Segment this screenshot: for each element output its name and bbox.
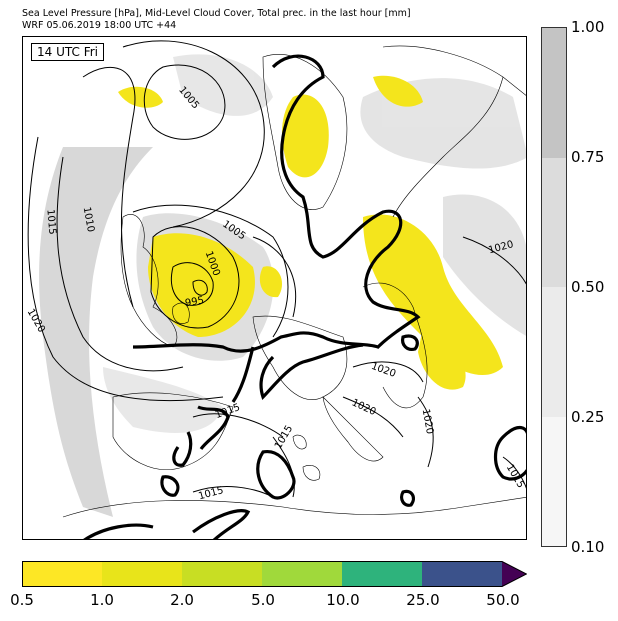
colorbar-tick-label: 0.10 <box>571 538 605 556</box>
colorbar-segment <box>542 416 566 546</box>
colorbar-tick-label: 0.25 <box>571 408 605 426</box>
valid-time-label: 14 UTC Fri <box>31 43 104 61</box>
coastlines <box>62 45 526 518</box>
precipitation-layer <box>118 75 503 390</box>
colorbar-tick-label: 1.0 <box>90 591 114 609</box>
isobar-label: 1020 <box>350 397 378 418</box>
cloud-cover-colorbar <box>541 27 567 547</box>
weather-map[interactable]: 14 UTC Fri <box>22 36 527 540</box>
colorbar-segment <box>422 561 502 587</box>
colorbar-tick-label: 25.0 <box>406 591 440 609</box>
map-canvas: 1005 1015 1010 1005 1000 995 1020 1020 1… <box>25 40 526 539</box>
colorbar-tick-label: 10.0 <box>326 591 360 609</box>
colorbar-segment <box>182 561 262 587</box>
model-run-subtitle: WRF 05.06.2019 18:00 UTC +44 <box>22 20 177 31</box>
isobar-label: 1015 <box>44 209 57 235</box>
colorbar-tick-label: 2.0 <box>170 591 194 609</box>
colorbar-segment <box>542 287 566 417</box>
colorbar-segment <box>22 561 102 587</box>
isobar-label: 1020 <box>420 408 435 435</box>
colorbar-segment <box>102 561 182 587</box>
chart-title: Sea Level Pressure [hPa], Mid-Level Clou… <box>22 8 411 19</box>
colorbar-outline <box>22 561 527 587</box>
colorbar-tick-label: 0.75 <box>571 148 605 166</box>
colorbar-tick-label: 5.0 <box>251 591 275 609</box>
colorbar-tick-label: 50.0 <box>486 591 520 609</box>
colorbar-tick-label: 1.00 <box>571 18 605 36</box>
colorbar-tick-label: 0.5 <box>10 591 34 609</box>
colorbar-segment <box>342 561 422 587</box>
colorbar-segment <box>542 28 566 158</box>
isobar-label: 1015 <box>273 424 295 452</box>
isobar-label: 1020 <box>370 361 398 380</box>
colorbar-extend-arrow <box>502 561 527 587</box>
isobar-label: 995 <box>184 295 205 309</box>
precipitation-colorbar <box>22 561 527 587</box>
colorbar-segment <box>542 157 566 287</box>
isobar-label: 1010 <box>81 206 96 233</box>
isobars-thick-1015 <box>83 54 526 539</box>
colorbar-segment <box>262 561 342 587</box>
isobar-label: 1015 <box>197 485 224 502</box>
colorbar-tick-label: 0.50 <box>571 278 605 296</box>
